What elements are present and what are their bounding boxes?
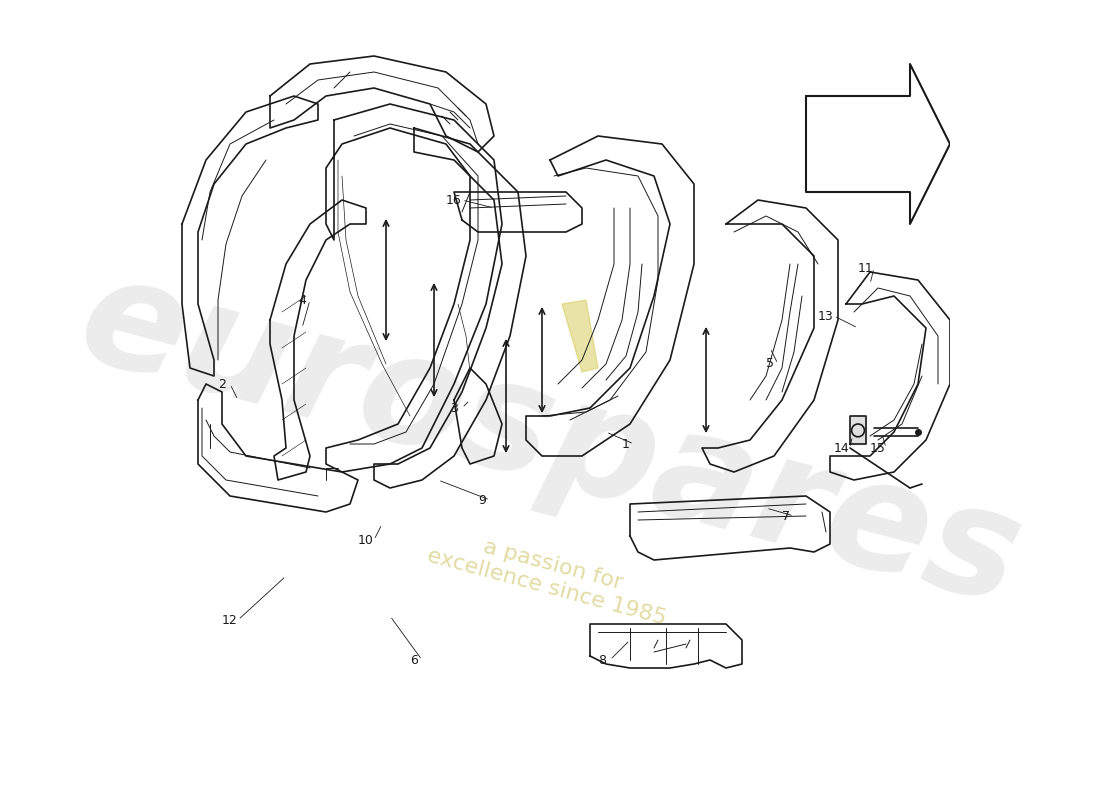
Text: 1: 1 [623,438,630,450]
Text: 10: 10 [359,534,374,546]
Text: 14: 14 [834,442,850,454]
Text: 4: 4 [298,294,306,306]
Text: 15: 15 [870,442,886,454]
Text: eurospares: eurospares [64,243,1036,637]
Polygon shape [850,416,866,444]
Text: 6: 6 [410,654,418,666]
Text: 7: 7 [782,510,790,522]
Text: 2: 2 [218,378,226,390]
Text: 8: 8 [598,654,606,666]
Text: 11: 11 [858,262,873,274]
Text: 12: 12 [222,614,238,626]
Polygon shape [806,64,950,224]
Text: a passion for
excellence since 1985: a passion for excellence since 1985 [426,523,674,629]
Text: 16: 16 [447,194,462,206]
Text: 5: 5 [766,358,774,370]
Text: 3: 3 [450,402,458,414]
Polygon shape [562,300,598,372]
Text: 13: 13 [818,310,834,322]
Text: 9: 9 [478,494,486,506]
